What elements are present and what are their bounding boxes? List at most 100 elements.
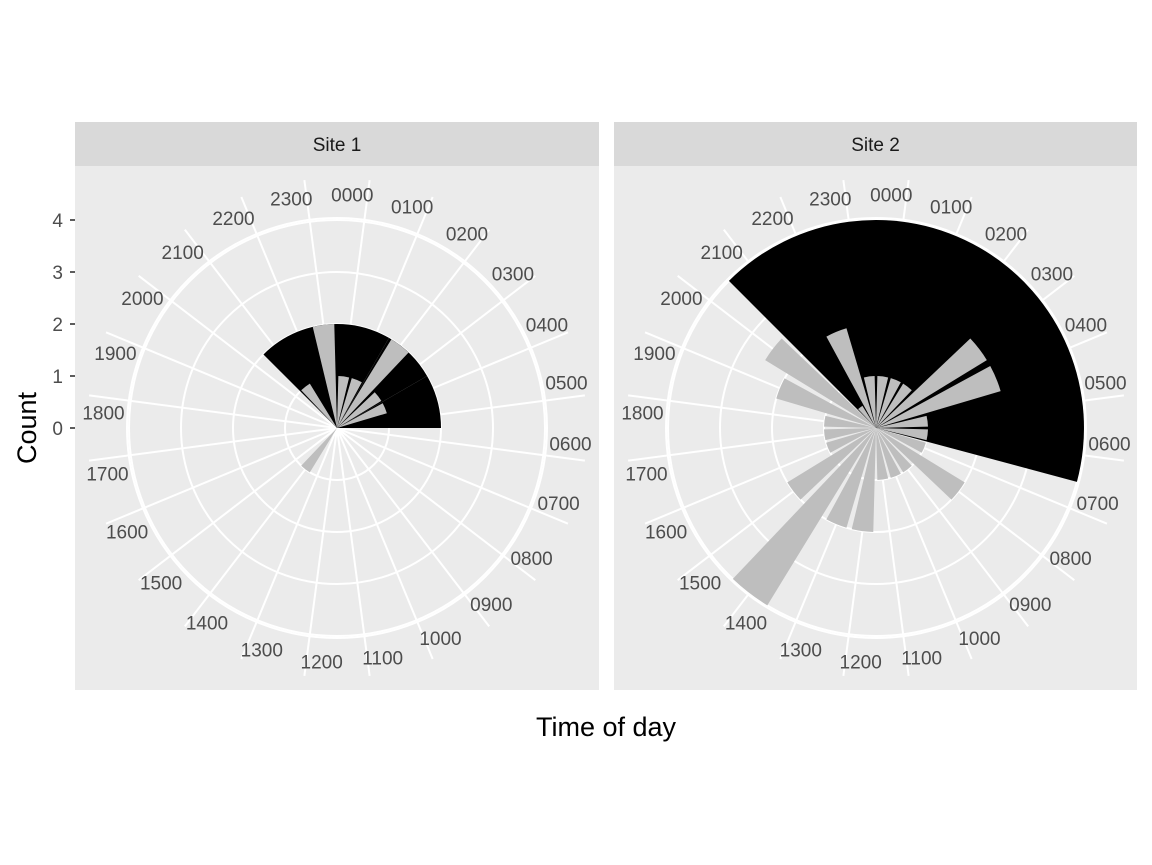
bar [826, 428, 876, 453]
hour-label: 1000 [419, 629, 461, 650]
hour-label: 1200 [301, 653, 343, 674]
hour-label: 0000 [870, 186, 912, 207]
hour-label: 0100 [930, 197, 972, 218]
bar [824, 428, 876, 441]
hour-label: 0800 [510, 549, 552, 570]
hour-label: 2200 [212, 209, 254, 230]
highlight-arcs [728, 220, 1084, 482]
bar [876, 338, 987, 428]
hour-label: 1400 [725, 614, 767, 635]
hour-label: 0900 [1009, 595, 1051, 616]
hour-label: 1200 [840, 653, 882, 674]
hour-label: 0800 [1049, 549, 1091, 570]
hour-label: 2100 [701, 243, 743, 264]
hour-label: 1500 [679, 573, 721, 594]
bar [337, 339, 409, 428]
plot-area [89, 180, 585, 676]
bar [876, 428, 965, 500]
grid-spoke [336, 427, 569, 525]
bar [876, 428, 912, 473]
bar [826, 428, 876, 528]
grid-circle [180, 271, 494, 585]
hour-label: 1700 [86, 465, 128, 486]
bars [301, 324, 409, 473]
grid-spoke [138, 427, 338, 581]
grid-spoke [89, 427, 338, 462]
hour-label: 1600 [645, 523, 687, 544]
bar [337, 392, 382, 428]
hour-label: 0000 [331, 186, 373, 207]
y-tick-label: 2 [52, 315, 63, 336]
hour-label: 0500 [1084, 373, 1126, 394]
highlight-wedge [728, 220, 1084, 482]
bar [337, 378, 362, 428]
bar [876, 428, 889, 480]
bar [876, 365, 1001, 428]
hour-label: 0600 [1088, 434, 1130, 455]
y-axis: 0 1 2 3 4 [52, 211, 75, 440]
grid-circle [667, 219, 1085, 637]
grid-spoke [336, 427, 585, 462]
hour-label: 0400 [526, 316, 568, 337]
bar [765, 338, 876, 428]
grid-spoke [303, 427, 338, 676]
strip-title: Site 2 [851, 135, 900, 156]
grid-circle [128, 219, 546, 637]
hour-label: 2000 [121, 289, 163, 310]
hour-label: 0500 [545, 373, 587, 394]
hour-label: 1900 [633, 344, 675, 365]
hour-label: 0700 [1076, 494, 1118, 515]
bar [851, 428, 876, 532]
grid-spoke [105, 427, 338, 525]
x-axis-title: Time of day [536, 712, 677, 742]
bar [776, 378, 876, 428]
hour-label: 1100 [362, 649, 403, 670]
hour-label: 1500 [140, 573, 182, 594]
bar [863, 376, 876, 428]
hour-label: 2100 [162, 243, 204, 264]
hour-label: 0700 [537, 494, 579, 515]
bar [337, 403, 387, 428]
bar [826, 328, 876, 428]
hour-label: 0300 [1031, 265, 1073, 286]
strip-background [614, 122, 1137, 166]
hour-label: 0600 [549, 434, 591, 455]
bar [824, 415, 876, 428]
hour-label: 2300 [809, 190, 851, 211]
hour-label: 1100 [901, 649, 942, 670]
hour-label: 1900 [94, 344, 136, 365]
hour-label: 1300 [780, 641, 822, 662]
grid-circle-outer [665, 217, 1087, 639]
strip-background [75, 122, 599, 166]
plot-area [628, 180, 1124, 676]
y-axis-title: Count [12, 391, 42, 464]
bar [876, 383, 912, 428]
y-tick-label: 4 [52, 211, 63, 232]
hour-label: 1300 [241, 641, 283, 662]
y-tick-label: 1 [52, 367, 63, 388]
hour-label: 1400 [186, 614, 228, 635]
bar [301, 428, 337, 473]
strip-title: Site 1 [313, 135, 362, 156]
bar [732, 428, 876, 606]
highlight-wedge [337, 337, 428, 428]
bar [858, 405, 876, 428]
y-tick-label: 3 [52, 263, 63, 284]
bar [876, 428, 928, 441]
bars [732, 328, 1001, 606]
bar [876, 415, 928, 428]
grid-spoke [89, 394, 338, 429]
hour-label: 1800 [82, 404, 124, 425]
hour-label: 1000 [958, 629, 1000, 650]
grid-spoke [336, 427, 434, 660]
hour-label: 1700 [625, 465, 667, 486]
grid-circle-outer [126, 217, 548, 639]
y-tick-label: 0 [52, 419, 63, 440]
bar [337, 376, 350, 428]
hour-label: 0100 [391, 197, 433, 218]
bar [301, 383, 337, 428]
